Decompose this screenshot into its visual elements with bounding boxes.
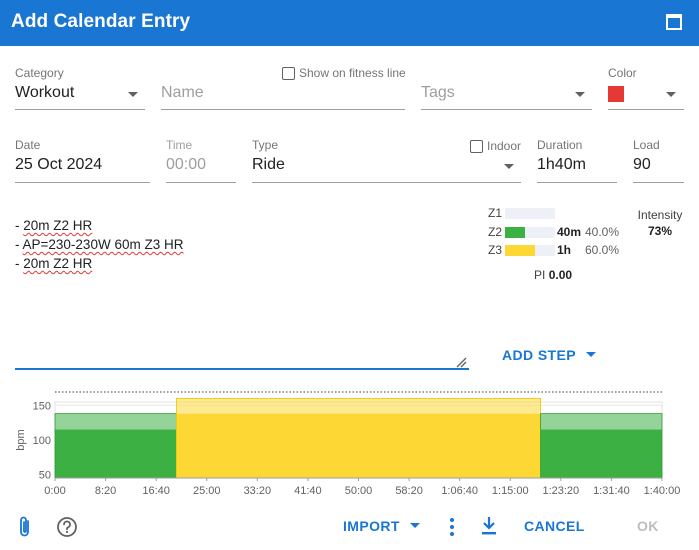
intensity-summary: Intensity 73% (630, 208, 690, 238)
download-icon[interactable] (480, 516, 498, 536)
indoor-label: Indoor (487, 139, 522, 153)
load-label: Load (633, 138, 660, 152)
ok-button[interactable]: OK (637, 518, 659, 534)
step-bar (55, 429, 177, 478)
chevron-down-icon (504, 164, 514, 169)
intensity-label: Intensity (637, 208, 683, 222)
text-area-underline (15, 368, 469, 370)
category-select[interactable]: Category Workout (15, 66, 145, 112)
color-select[interactable]: Color (608, 66, 684, 112)
type-label: Type (252, 138, 279, 152)
step-band (176, 398, 541, 414)
x-tick-label: 16:40 (142, 485, 170, 497)
step-band (55, 413, 177, 430)
load-field[interactable]: Load 90 (633, 138, 684, 184)
show-on-fitness-line-checkbox[interactable]: Show on fitness line (282, 66, 406, 80)
indoor-checkbox[interactable]: Indoor (470, 139, 521, 153)
zone-bar (505, 245, 535, 256)
category-value: Workout (15, 84, 75, 101)
x-tick-label: 1:15:00 (492, 485, 529, 497)
x-tick-label: 33:20 (244, 485, 272, 497)
workout-line: - 20m Z2 HR (15, 218, 93, 233)
duration-label: Duration (537, 138, 583, 152)
duration-field[interactable]: Duration 1h40m (537, 138, 617, 184)
x-tick-label: 1:40:00 (644, 485, 681, 497)
name-field[interactable]: Name (161, 66, 405, 112)
cancel-button[interactable]: CANCEL (524, 518, 585, 534)
checkbox-icon (470, 139, 483, 153)
show-on-fitness-line-label: Show on fitness line (299, 66, 406, 80)
type-select[interactable]: Type Ride (252, 138, 521, 184)
x-tick-label: 58:20 (395, 485, 423, 497)
y-tick-label: 100 (33, 435, 51, 447)
maximize-icon[interactable] (666, 14, 682, 30)
zone-name: Z1 (488, 206, 503, 220)
y-tick-label: 50 (39, 470, 51, 482)
step-bar (540, 429, 662, 478)
add-step-button[interactable]: ADD STEP (502, 347, 597, 363)
x-tick-label: 8:20 (95, 485, 116, 497)
workout-chart: 50 100 150 bpm 0:00 8:20 16:40 25:00 33:20 41:40 5… (15, 391, 681, 497)
time-value: 00:00 (166, 156, 207, 173)
y-tick-label: 150 (33, 400, 51, 412)
zone-name: Z3 (488, 243, 503, 257)
time-label: Time (166, 138, 193, 152)
zone-name: Z2 (488, 225, 503, 239)
x-tick-label: 25:00 (193, 485, 221, 497)
time-field[interactable]: Time 00:00 (166, 138, 236, 184)
chevron-down-icon (575, 92, 585, 97)
chevron-down-icon (586, 352, 597, 357)
zone-time: 40m (557, 225, 582, 239)
step-bar (176, 413, 541, 478)
workout-line: - 20m Z2 HR (15, 256, 93, 271)
checkbox-icon (282, 66, 295, 80)
workout-text-area[interactable]: - 20m Z2 HR - AP=230-230W 60m Z3 HR - 20… (15, 216, 183, 273)
help-icon[interactable] (56, 516, 78, 538)
zone-bar (505, 227, 525, 238)
tags-placeholder: Tags (421, 84, 455, 101)
import-button[interactable]: IMPORT (343, 518, 421, 534)
zone-time: 1h (557, 243, 572, 257)
workout-line: - AP=230-230W 60m Z3 HR (15, 237, 184, 252)
y-axis-label: bpm (15, 429, 27, 450)
x-tick-label: 1:06:40 (441, 485, 478, 497)
color-label: Color (608, 66, 637, 80)
more-vert-icon[interactable] (448, 516, 456, 538)
dialog-title: Add Calendar Entry (11, 11, 191, 32)
x-tick-label: 0:00 (44, 485, 65, 497)
load-value: 90 (633, 156, 651, 173)
pi-value: PI 0.00 (534, 268, 573, 282)
name-placeholder: Name (161, 84, 204, 101)
category-label: Category (15, 66, 64, 80)
x-tick-label: 1:23:20 (542, 485, 579, 497)
chevron-down-icon (666, 92, 676, 97)
date-field[interactable]: Date 25 Oct 2024 (15, 138, 150, 184)
dialog-title-bar: Add Calendar Entry (0, 0, 699, 46)
paperclip-icon[interactable] (15, 515, 35, 539)
x-tick-label: 41:40 (294, 485, 322, 497)
x-tick-label: 1:31:40 (593, 485, 630, 497)
date-label: Date (15, 138, 41, 152)
x-tick-label: 50:00 (345, 485, 373, 497)
resize-handle-icon[interactable] (456, 357, 467, 368)
color-swatch (608, 86, 624, 102)
step-band (540, 413, 662, 430)
date-value: 25 Oct 2024 (15, 156, 103, 173)
type-value: Ride (252, 156, 285, 173)
zone-percent: 60.0% (585, 243, 620, 257)
chevron-down-icon (128, 92, 138, 97)
duration-value: 1h40m (537, 156, 586, 173)
intensity-value: 73% (647, 224, 673, 238)
zone-percent: 40.0% (585, 225, 620, 239)
tags-select[interactable]: Tags (421, 66, 592, 112)
chevron-down-icon (410, 523, 421, 528)
